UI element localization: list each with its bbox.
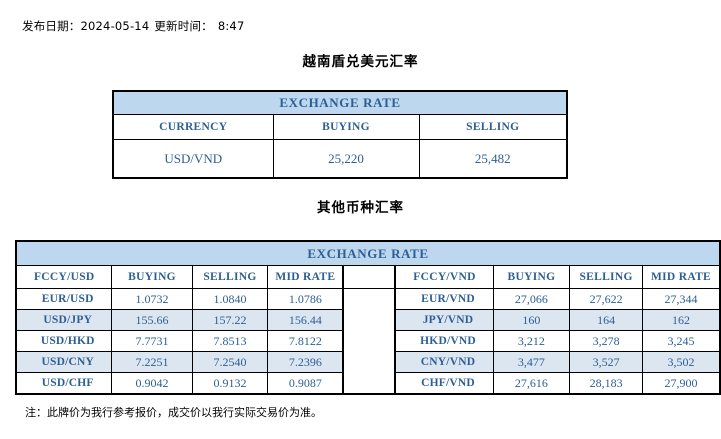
cell-jpy-vnd-selling: 164 xyxy=(569,309,644,331)
cell-jpy-vnd-mid: 162 xyxy=(642,309,721,331)
row-label-usd-chf: USD/CHF xyxy=(15,372,113,395)
table2-col-right-selling: SELLING xyxy=(569,265,644,289)
section-title-usd-vnd: 越南盾兑美元汇率 xyxy=(302,54,419,70)
update-time-value: 8:47 xyxy=(217,19,245,33)
table-row: EUR/USD 1.0732 1.0840 1.0786 EUR/VND 27,… xyxy=(15,288,721,310)
cell-chf-vnd-selling: 28,183 xyxy=(569,372,644,395)
cell-usd-chf-buying: 0.9042 xyxy=(111,372,193,395)
table-row: USD/HKD 7.7731 7.8513 7.8122 HKD/VND 3,2… xyxy=(15,330,721,352)
table2-col-right-buying: BUYING xyxy=(492,265,571,289)
cell-chf-vnd-mid: 27,900 xyxy=(642,372,721,395)
table-row: USD/CNY 7.2251 7.2540 7.2396 CNY/VND 3,4… xyxy=(15,351,721,373)
table-row-band: EXCHANGE RATE xyxy=(15,240,721,266)
cell-cny-vnd-buying: 3,477 xyxy=(492,351,571,373)
table1-band-title: EXCHANGE RATE xyxy=(112,90,568,115)
cell-usd-jpy-mid: 156.44 xyxy=(267,309,344,331)
table1-col-currency: CURRENCY xyxy=(112,114,274,140)
table2-spacer xyxy=(342,309,397,331)
publish-date-value: 2024-05-14 xyxy=(80,19,150,33)
cell-eur-usd-mid: 1.0786 xyxy=(267,288,344,310)
table2-col-right-mid: MID RATE xyxy=(642,265,721,289)
cell-hkd-vnd-mid: 3,245 xyxy=(642,330,721,352)
row-label-usd-cny: USD/CNY xyxy=(15,351,113,373)
usd-vnd-rate-table: EXCHANGE RATE CURRENCY BUYING SELLING US… xyxy=(112,90,568,179)
cell-usd-cny-buying: 7.2251 xyxy=(111,351,193,373)
cell-cny-vnd-selling: 3,527 xyxy=(569,351,644,373)
cell-usd-hkd-mid: 7.8122 xyxy=(267,330,344,352)
cell-hkd-vnd-selling: 3,278 xyxy=(569,330,644,352)
table1-col-selling: SELLING xyxy=(418,114,568,140)
table2-spacer xyxy=(342,351,397,373)
cell-jpy-vnd-buying: 160 xyxy=(492,309,571,331)
table-row: USD/CHF 0.9042 0.9132 0.9087 CHF/VND 27,… xyxy=(15,372,721,395)
table2-col-left-selling: SELLING xyxy=(191,265,269,289)
row-label-eur-usd: EUR/USD xyxy=(15,288,113,310)
table1-col-buying: BUYING xyxy=(272,114,420,140)
publish-date-label: 发布日期： xyxy=(22,19,81,33)
row-label-chf-vnd: CHF/VND xyxy=(394,372,494,395)
row-label-usd-hkd: USD/HKD xyxy=(15,330,113,352)
table2-col-left-buying: BUYING xyxy=(111,265,193,289)
footnote-disclaimer: 注：此牌价为我行参考报价，成交价以我行实际交易价为准。 xyxy=(25,406,322,419)
cell-hkd-vnd-buying: 3,212 xyxy=(492,330,571,352)
cell-chf-vnd-buying: 27,616 xyxy=(492,372,571,395)
cell-usd-hkd-selling: 7.8513 xyxy=(191,330,269,352)
table2-col-fccy-vnd: FCCY/VND xyxy=(394,265,494,289)
table2-band-title: EXCHANGE RATE xyxy=(15,240,721,266)
table1-cell-buying: 25,220 xyxy=(272,139,420,179)
table-row-header: FCCY/USD BUYING SELLING MID RATE FCCY/VN… xyxy=(15,265,721,289)
cell-usd-cny-mid: 7.2396 xyxy=(267,351,344,373)
table1-cell-currency: USD/VND xyxy=(112,139,274,179)
update-time-label: 更新时间： xyxy=(154,19,213,33)
table2-col-left-mid: MID RATE xyxy=(267,265,344,289)
cell-usd-jpy-selling: 157.22 xyxy=(191,309,269,331)
cell-usd-chf-mid: 0.9087 xyxy=(267,372,344,395)
section-title-other-currencies: 其他币种汇率 xyxy=(317,200,404,216)
table2-spacer xyxy=(342,265,397,289)
publish-info-line: 发布日期：2024-05-14 更新时间： 8:47 xyxy=(22,18,244,34)
table-row: USD/JPY 155.66 157.22 156.44 JPY/VND 160… xyxy=(15,309,721,331)
row-label-jpy-vnd: JPY/VND xyxy=(394,309,494,331)
table-row-header: CURRENCY BUYING SELLING xyxy=(112,114,568,140)
row-label-hkd-vnd: HKD/VND xyxy=(394,330,494,352)
cell-eur-usd-buying: 1.0732 xyxy=(111,288,193,310)
other-currencies-rate-table: EXCHANGE RATE FCCY/USD BUYING SELLING MI… xyxy=(15,240,721,395)
cell-cny-vnd-mid: 3,502 xyxy=(642,351,721,373)
cell-usd-hkd-buying: 7.7731 xyxy=(111,330,193,352)
table2-spacer xyxy=(342,330,397,352)
row-label-cny-vnd: CNY/VND xyxy=(394,351,494,373)
table-row-band: EXCHANGE RATE xyxy=(112,90,568,115)
table-row: USD/VND 25,220 25,482 xyxy=(112,139,568,179)
cell-eur-vnd-selling: 27,622 xyxy=(569,288,644,310)
row-label-eur-vnd: EUR/VND xyxy=(394,288,494,310)
cell-eur-vnd-mid: 27,344 xyxy=(642,288,721,310)
cell-eur-vnd-buying: 27,066 xyxy=(492,288,571,310)
table2-spacer xyxy=(342,288,397,310)
table2-col-fccy-usd: FCCY/USD xyxy=(15,265,113,289)
table2-spacer xyxy=(342,372,397,395)
row-label-usd-jpy: USD/JPY xyxy=(15,309,113,331)
cell-usd-jpy-buying: 155.66 xyxy=(111,309,193,331)
cell-usd-chf-selling: 0.9132 xyxy=(191,372,269,395)
table1-cell-selling: 25,482 xyxy=(418,139,568,179)
cell-eur-usd-selling: 1.0840 xyxy=(191,288,269,310)
cell-usd-cny-selling: 7.2540 xyxy=(191,351,269,373)
